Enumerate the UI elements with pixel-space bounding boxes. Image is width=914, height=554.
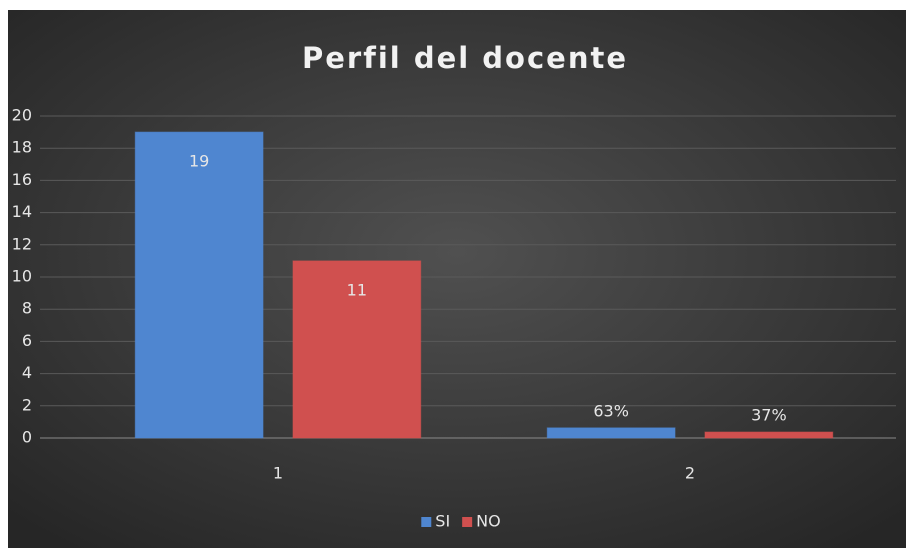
x-tick-label: 2 [685,464,695,483]
y-tick-label: 12 [12,234,32,253]
data-label: 11 [347,280,367,299]
y-tick-label: 16 [12,170,32,189]
y-tick-label: 10 [12,267,32,286]
legend-label: SI [435,512,450,531]
legend-label: NO [476,512,501,531]
legend-marker [462,517,473,527]
x-tick-label: 1 [273,464,283,483]
y-tick-label: 14 [12,202,32,221]
data-label: 63% [593,401,629,420]
y-tick-label: 6 [22,331,32,350]
y-tick-label: 8 [22,299,32,318]
y-tick-label: 4 [22,363,32,382]
legend-marker [421,517,432,527]
y-tick-label: 20 [12,106,32,125]
y-tick-label: 0 [22,428,32,447]
bar [704,431,834,439]
data-label: 19 [189,152,209,171]
y-tick-label: 2 [22,395,32,414]
bar [292,260,422,439]
bar [546,427,676,439]
data-label: 37% [751,406,787,425]
y-tick-label: 18 [12,138,32,157]
chart-title: Perfil del docente [302,41,628,75]
bar [134,131,264,439]
